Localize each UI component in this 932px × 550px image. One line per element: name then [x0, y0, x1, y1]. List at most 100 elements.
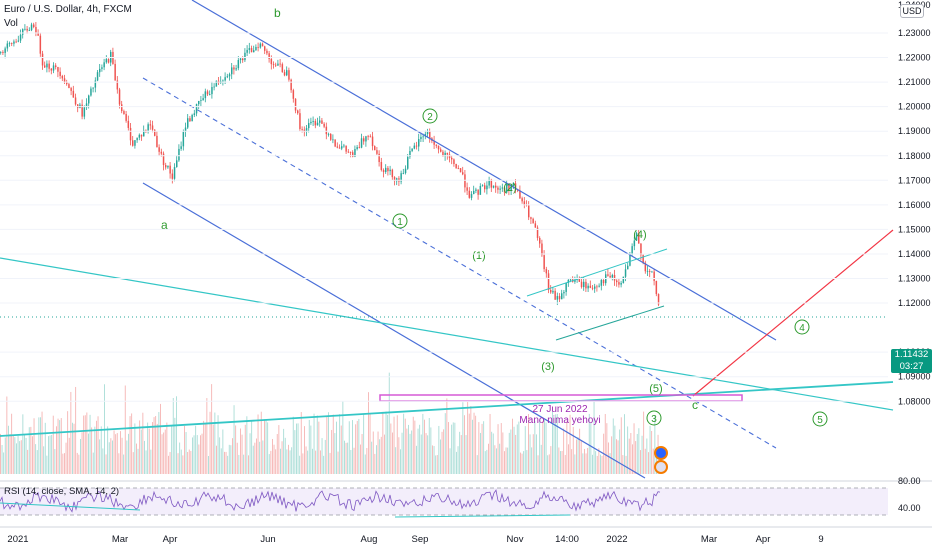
volume-bar: [17, 435, 19, 474]
candle-body: [299, 113, 301, 129]
volume-bar: [302, 453, 304, 474]
volume-bar: [260, 411, 262, 474]
volume-bar: [3, 452, 5, 474]
candle-body: [587, 285, 589, 289]
candle-body: [233, 67, 235, 70]
volume-bar: [419, 424, 421, 474]
volume-bar: [384, 434, 385, 474]
volume-bar: [155, 416, 157, 474]
volume-bar: [296, 423, 297, 474]
candle-body: [382, 169, 385, 173]
volume-bar: [465, 435, 467, 474]
candle-body: [523, 201, 526, 205]
volume-bar: [404, 418, 406, 474]
candle-body: [534, 223, 537, 228]
volume-bar: [52, 415, 54, 474]
volume-bar: [286, 449, 288, 474]
volume-bar: [198, 444, 200, 474]
currency-button[interactable]: USD: [900, 4, 924, 18]
volume-bar: [364, 454, 366, 474]
volume-bar: [449, 448, 451, 474]
candle-body: [649, 271, 651, 272]
candle-body: [470, 194, 473, 198]
candle-body: [508, 183, 510, 192]
volume-bar: [150, 449, 152, 474]
volume-bar: [556, 413, 558, 474]
volume-bar: [224, 451, 225, 474]
event-badge-2[interactable]: [654, 460, 668, 474]
volume-bar: [236, 442, 238, 474]
candle-body: [279, 63, 281, 65]
volume-bar: [492, 433, 494, 474]
volume-bar: [588, 413, 590, 474]
candle-body: [638, 233, 640, 244]
candle-body: [536, 227, 539, 238]
volume-bar: [508, 432, 510, 474]
volume-bar: [518, 421, 520, 474]
candle-body: [191, 114, 193, 122]
volume-bar: [118, 453, 120, 474]
volume-bar: [617, 440, 619, 474]
event-badge-1[interactable]: [654, 446, 668, 460]
candle-body: [72, 90, 75, 98]
volume-bar: [142, 412, 144, 474]
volume-bar: [494, 445, 496, 474]
volume-bar: [209, 411, 211, 474]
volume-bar: [540, 444, 542, 474]
volume-bar: [38, 417, 40, 474]
volume-bar: [412, 416, 414, 474]
volume-bar: [208, 455, 209, 474]
volume-bar: [609, 453, 611, 474]
volume-bar: [366, 448, 368, 474]
volume-bar: [547, 455, 549, 474]
candle-body: [343, 145, 345, 147]
candle-body: [292, 90, 295, 99]
volume-bar: [608, 442, 609, 474]
candle-body: [429, 131, 431, 139]
volume-bar: [392, 432, 393, 474]
candle-body: [288, 70, 290, 80]
volume-bar: [51, 434, 53, 474]
candle-body: [490, 179, 493, 188]
volume-bar: [430, 427, 432, 474]
candle-body: [226, 76, 229, 78]
volume-bar: [89, 414, 91, 474]
volume-bar: [513, 426, 515, 474]
volume-bar: [177, 453, 179, 474]
price-tick-7: 1.16000: [898, 200, 931, 210]
volume-bar: [536, 434, 537, 474]
candle-body: [165, 165, 167, 168]
candle-body: [541, 243, 543, 256]
volume-bar: [65, 442, 67, 474]
volume-bar: [300, 412, 302, 474]
candle-body: [28, 30, 31, 32]
volume-bar: [172, 397, 174, 474]
volume-bar: [288, 444, 289, 474]
volume-bar: [97, 416, 99, 474]
volume-bar: [436, 455, 438, 474]
volume-bar: [499, 443, 501, 474]
volume-bar: [20, 440, 22, 474]
paren-wave-3: (3): [541, 361, 554, 373]
candle-body: [563, 291, 565, 294]
volume-bar: [219, 437, 221, 474]
volume-bar: [553, 422, 555, 474]
volume-bar: [123, 454, 125, 474]
candle-body: [116, 80, 119, 90]
candle-body: [618, 282, 620, 285]
candle-body: [13, 41, 15, 44]
volume-label: Vol: [4, 18, 18, 29]
volume-bar: [454, 422, 456, 474]
volume-bar: [174, 417, 176, 474]
volume-bar: [537, 455, 539, 474]
volume-bar: [36, 450, 38, 474]
candle-body: [651, 271, 653, 273]
volume-bar: [187, 451, 189, 474]
volume-bar: [80, 439, 81, 474]
volume-bar: [627, 426, 629, 474]
volume-bar: [644, 448, 646, 474]
candle-body: [446, 152, 449, 155]
